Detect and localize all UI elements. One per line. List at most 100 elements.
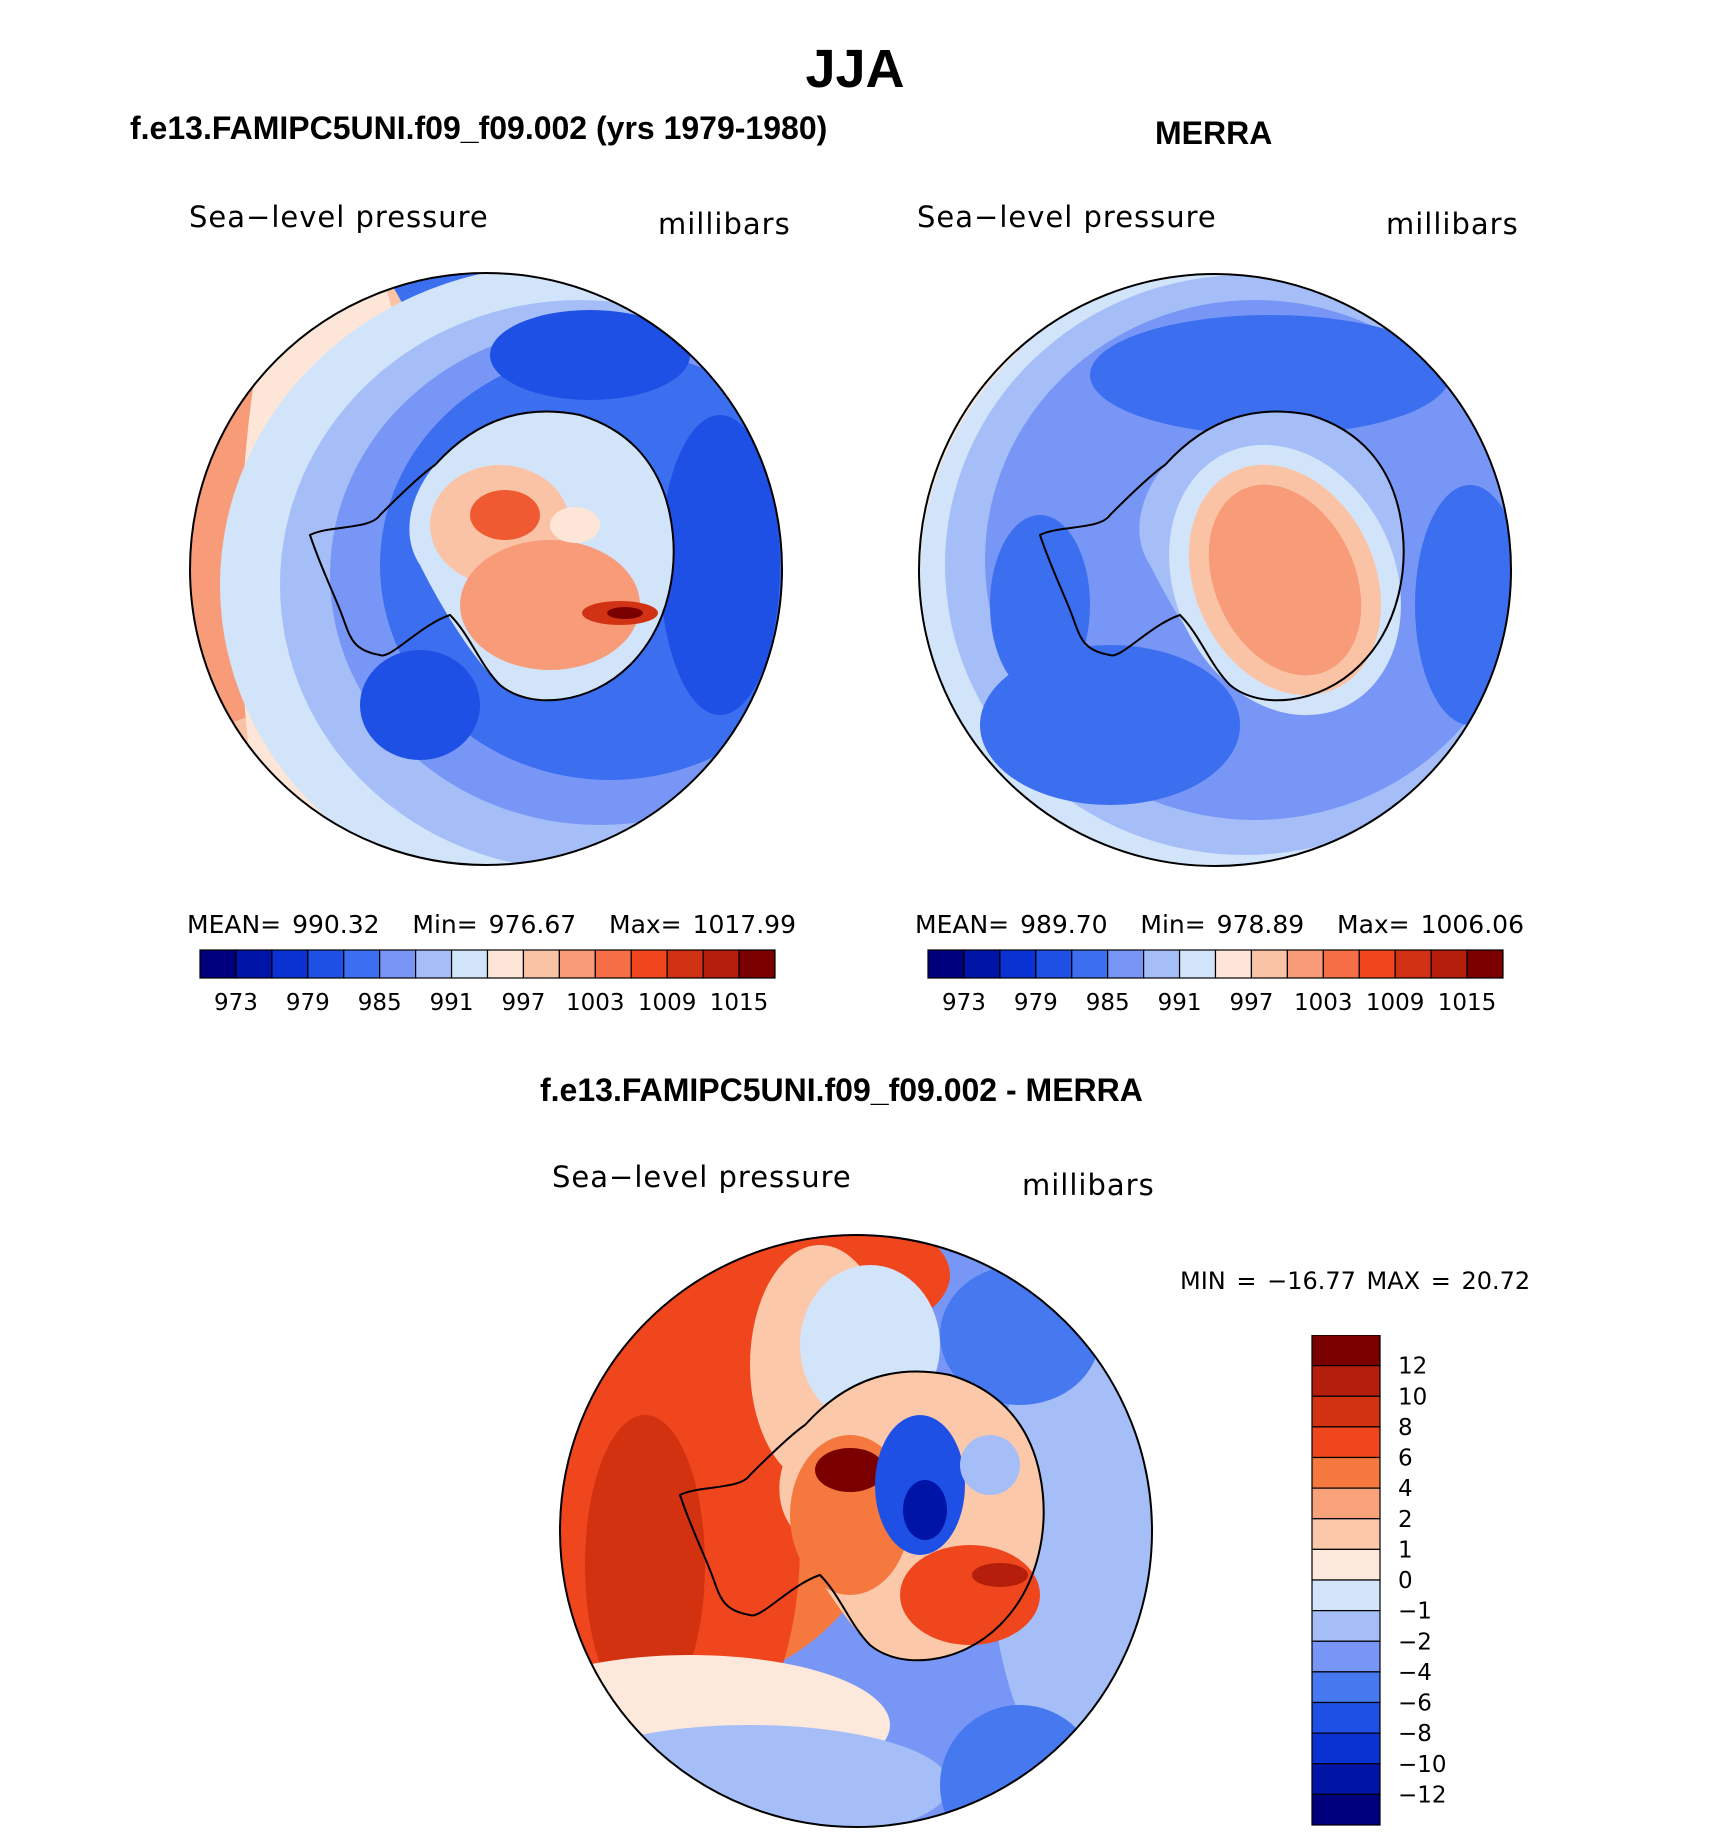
colorbar3-tick-label: 1 [1398, 1537, 1413, 1563]
colorbar3-tick-label: −4 [1398, 1660, 1432, 1686]
panel2-map [918, 273, 1512, 867]
colorbar3-tick-label: 4 [1398, 1476, 1413, 1502]
colorbar2-swatch [1250, 949, 1288, 979]
panel3-units-label: millibars [1022, 1168, 1155, 1202]
colorbar3-swatch [1311, 1610, 1381, 1642]
panel1-max-value: 1017.99 [692, 910, 796, 939]
panel1-map [189, 272, 783, 866]
colorbar2-swatch [1178, 949, 1217, 979]
colorbar3-tick-label: 6 [1398, 1446, 1413, 1472]
panel2-stats: MEAN= 989.70 Min= 978.89 Max= 1006.06 [915, 910, 1524, 939]
colorbar1-tick-label: 991 [430, 990, 474, 1016]
colorbar3-swatch [1311, 1335, 1381, 1367]
panel1-stats: MEAN= 990.32 Min= 976.67 Max= 1017.99 [187, 910, 796, 939]
colorbar3-swatch [1311, 1487, 1381, 1520]
panel3-variable-label: Sea−level pressure [552, 1160, 852, 1194]
colorbar1-tick-label: 985 [358, 990, 402, 1016]
colorbar1-swatch [199, 949, 237, 979]
panel2-max-label: Max= [1337, 910, 1410, 939]
panel2-max-value: 1006.06 [1420, 910, 1524, 939]
colorbar1-tick-label: 997 [501, 990, 545, 1016]
colorbar3-swatch [1311, 1579, 1381, 1612]
colorbar1-tick-label: 1009 [638, 990, 697, 1016]
panel2-mean-value: 989.70 [1020, 910, 1108, 939]
colorbar1-swatch [307, 949, 345, 979]
colorbar2-swatch [1430, 949, 1468, 979]
colorbar2-swatch [1286, 949, 1324, 979]
panel2-colorbar: 973 979 985 991 997 1003 1009 1015 [927, 949, 1504, 1016]
colorbar2-swatch [999, 949, 1037, 979]
colorbar1-swatch [666, 949, 704, 979]
colorbar2-swatch [1358, 949, 1396, 979]
panel3-minmax: MIN = −16.77 MAX = 20.72 [1180, 1267, 1531, 1295]
panel1-colorbar: 973 979 985 991 997 1003 1009 1015 [199, 949, 776, 1016]
colorbar3-tick-label: 2 [1398, 1507, 1413, 1533]
panel2-variable-label: Sea−level pressure [917, 200, 1217, 234]
panel1-min-value: 976.67 [488, 910, 577, 939]
colorbar3-swatch [1311, 1426, 1381, 1459]
colorbar1-swatch [522, 949, 560, 979]
panel1-mean-label: MEAN= [187, 910, 282, 939]
colorbar3-tick-label: −1 [1398, 1599, 1432, 1625]
colorbar3-tick-label: 10 [1398, 1384, 1427, 1410]
colorbar3-tick-label: −2 [1398, 1629, 1432, 1655]
colorbar2-swatch [1071, 949, 1109, 979]
colorbar2-swatch [1466, 949, 1504, 979]
colorbar2-tick-label: 1009 [1366, 990, 1425, 1016]
colorbar1-swatch [738, 949, 776, 979]
colorbar2-swatch [1035, 949, 1073, 979]
colorbar2-swatch [1143, 949, 1181, 979]
colorbar1-swatch [415, 949, 453, 979]
colorbar1-swatch [558, 949, 596, 979]
colorbar3-swatch [1311, 1701, 1381, 1734]
panel1-units-label: millibars [658, 207, 791, 241]
colorbar2-swatch [1214, 949, 1253, 979]
colorbar1-swatch [271, 949, 309, 979]
colorbar3-swatch [1311, 1365, 1381, 1397]
colorbar2-tick-label: 991 [1158, 990, 1202, 1016]
colorbar2-swatch [927, 949, 965, 979]
colorbar2-swatch [1107, 949, 1145, 979]
panel2-min-value: 978.89 [1216, 910, 1305, 939]
colorbar1-tick-label: 1003 [566, 990, 625, 1016]
colorbar1-tick-label: 973 [214, 990, 258, 1016]
colorbar2-tick-label: 979 [1014, 990, 1058, 1016]
colorbar3-swatch [1311, 1640, 1381, 1673]
colorbar3-tick-label: −12 [1398, 1782, 1447, 1808]
panel1-mean-value: 990.32 [292, 910, 380, 939]
colorbar1-swatch [379, 949, 417, 979]
colorbar1-swatch [235, 949, 273, 979]
colorbar1-swatch [594, 949, 632, 979]
panel3-title: f.e13.FAMIPC5UNI.f09_f09.002 - MERRA [540, 1072, 1143, 1108]
colorbar3-swatch [1311, 1456, 1381, 1489]
colorbar2-swatch [1322, 949, 1360, 979]
colorbar1-swatch [702, 949, 740, 979]
colorbar3-tick-label: −8 [1398, 1721, 1432, 1747]
colorbar3-swatch [1311, 1548, 1381, 1581]
colorbar3-swatch [1311, 1732, 1381, 1765]
colorbar1-swatch [450, 949, 489, 979]
panel2-title: MERRA [1155, 115, 1273, 151]
colorbar3-swatch [1311, 1518, 1381, 1550]
panel1-min-label: Min= [412, 910, 478, 939]
colorbar3-swatch [1311, 1793, 1381, 1826]
panel3-map [559, 1234, 1153, 1828]
colorbar1-swatch [486, 949, 525, 979]
panel1-variable-label: Sea−level pressure [189, 200, 489, 234]
colorbar3-tick-label: 0 [1398, 1568, 1413, 1594]
colorbar2-tick-label: 1003 [1294, 990, 1353, 1016]
colorbar1-tick-label: 979 [286, 990, 330, 1016]
panel1-max-label: Max= [609, 910, 682, 939]
panel2-min-label: Min= [1140, 910, 1206, 939]
colorbar1-tick-label: 1015 [710, 990, 769, 1016]
panel1-title: f.e13.FAMIPC5UNI.f09_f09.002 (yrs 1979-1… [130, 110, 828, 146]
colorbar3-tick-label: 8 [1398, 1415, 1413, 1441]
colorbar3-swatch [1311, 1671, 1381, 1704]
colorbar2-tick-label: 973 [942, 990, 986, 1016]
panel2-units-label: millibars [1386, 207, 1519, 241]
colorbar2-tick-label: 997 [1229, 990, 1273, 1016]
colorbar3-tick-label: −6 [1398, 1691, 1432, 1717]
colorbar1-swatch [630, 949, 668, 979]
panel2-mean-label: MEAN= [915, 910, 1010, 939]
colorbar3-tick-label: 12 [1398, 1354, 1427, 1380]
